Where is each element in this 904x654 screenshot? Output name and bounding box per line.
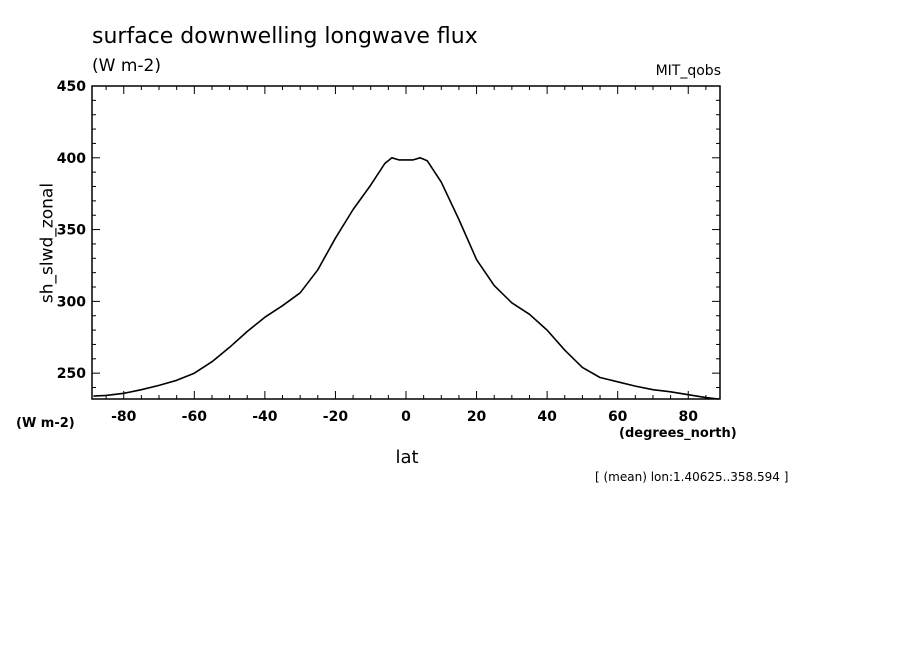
y-tick-label: 400 <box>57 151 86 167</box>
y-tick-label: 350 <box>57 223 86 239</box>
x-tick-label: 80 <box>679 409 699 425</box>
y-axis-units: (W m-2) <box>16 416 75 431</box>
x-tick-label: -60 <box>182 409 208 425</box>
x-tick-label: 0 <box>401 409 411 425</box>
plot-frame <box>91 85 721 400</box>
x-axis-units: (degrees_north) <box>619 426 737 441</box>
dataset-label: MIT_qobs <box>655 63 721 79</box>
x-tick-label: 60 <box>608 409 628 425</box>
x-tick-label: -40 <box>252 409 278 425</box>
x-tick-label: 20 <box>467 409 487 425</box>
chart-title: surface downwelling longwave flux <box>92 24 478 49</box>
y-tick-label: 450 <box>57 79 86 95</box>
series-line <box>93 157 719 400</box>
x-axis-label: lat <box>395 447 419 468</box>
y-tick-label: 300 <box>57 294 86 310</box>
x-tick-label: 40 <box>537 409 557 425</box>
x-tick-label: -20 <box>323 409 349 425</box>
chart-units: (W m-2) <box>92 56 161 76</box>
averaging-note: [ (mean) lon:1.40625..358.594 ] <box>595 470 789 484</box>
y-tick-label: 250 <box>57 366 86 382</box>
x-tick-label: -80 <box>111 409 137 425</box>
